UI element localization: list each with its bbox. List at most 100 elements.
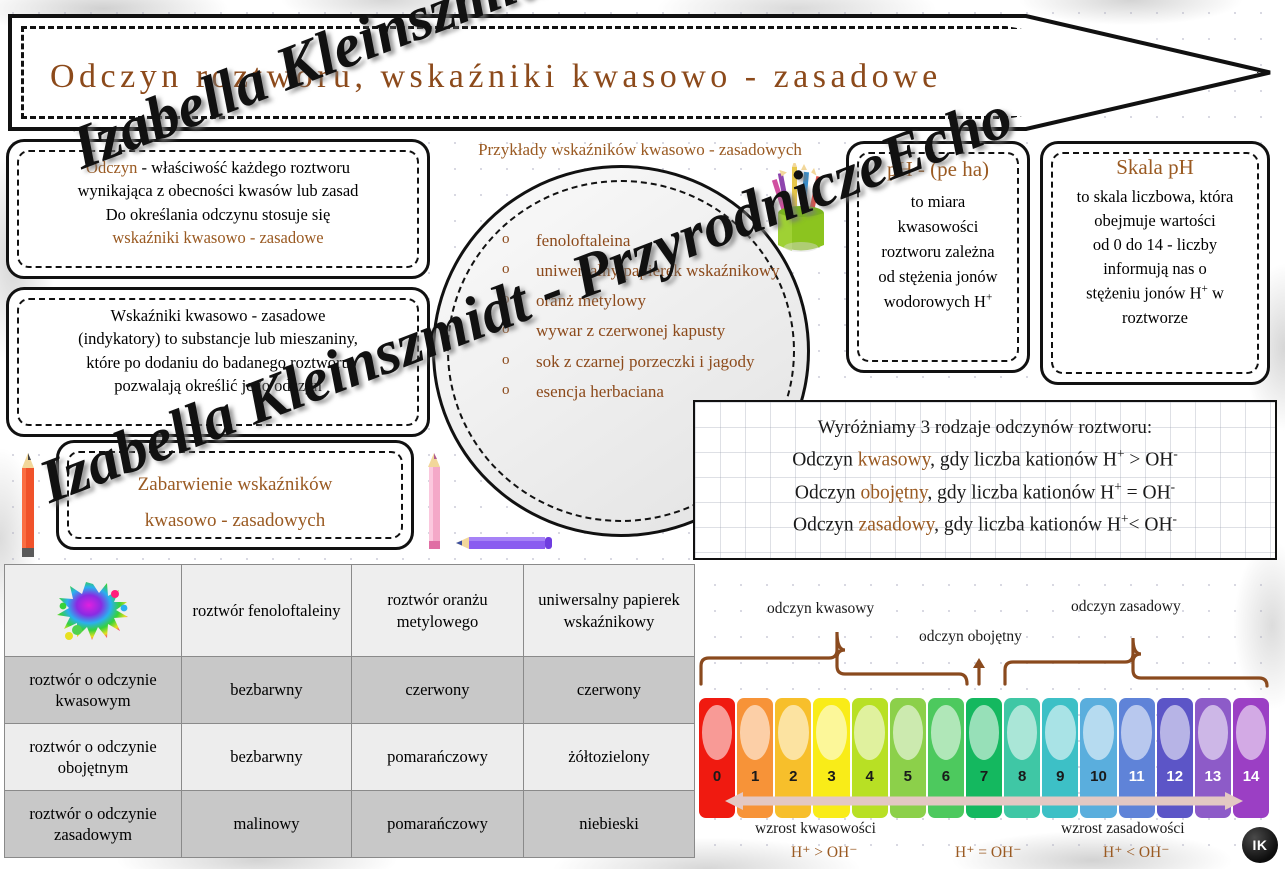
ph-cell-bubble-icon	[892, 705, 923, 761]
row0-rel: > OH	[1124, 449, 1174, 471]
ph-cell-number: 10	[1090, 767, 1107, 785]
skala-line4: informują nas o	[1103, 259, 1207, 279]
ph-direction-arrow-icon	[725, 792, 1243, 810]
row1-post: , gdy liczba kationów H	[927, 482, 1115, 503]
row2-pre: Odczyn	[793, 514, 859, 536]
table-header-fenoloftaleina: roztwór fenoloftaleiny	[181, 564, 352, 657]
ph-label-acidic: odczyn kwasowy	[767, 600, 875, 617]
purple-pencil-icon	[456, 537, 552, 549]
ph-foot-basicity: wzrost zasadowości	[1061, 820, 1185, 837]
ph-cell-bubble-icon	[1159, 705, 1190, 761]
row0-post: , gdy liczba kationów H	[930, 449, 1117, 471]
row1-sup2: -	[1170, 478, 1176, 494]
ph-cell-number: 12	[1166, 767, 1184, 785]
odczyn-line4: wskaźniki kwasowo - zasadowe	[112, 228, 324, 248]
examples-list: o fenoloftaleina o uniwersalny papierek ws…	[492, 228, 782, 409]
row2-post: , gdy liczba kationów H	[934, 514, 1122, 536]
table-header-icon-cell	[4, 564, 182, 657]
bullet-icon: o	[502, 231, 510, 247]
banner-dashed-inner	[21, 26, 1260, 119]
ph-cell-bubble-icon	[816, 705, 847, 761]
pink-pencil-icon	[428, 453, 440, 549]
ph-brace-icon	[699, 631, 1269, 688]
ph-cell-number: 8	[1018, 767, 1027, 785]
card-ph-definition: pH - (pe ha) to miara kwasowości roztwor…	[846, 141, 1030, 373]
pencil-cup-icon	[771, 163, 824, 252]
ph-foot-acidity: wzrost kwasowości	[755, 820, 876, 837]
bullet-icon: o	[502, 321, 510, 338]
ph-cell-number: 4	[865, 767, 874, 785]
odczyn-lead: Odczyn	[86, 158, 138, 177]
odczyn-line1: - właściwość każdego roztworu	[137, 158, 350, 177]
row0-pre: Odczyn	[792, 449, 858, 471]
ph-cell-bubble-icon	[1197, 705, 1229, 761]
ph-cell-bubble-icon	[1007, 705, 1038, 761]
row0-name: kwasowy	[857, 449, 931, 471]
list-item-label: sok z czarnej porzeczki i jagody	[536, 351, 755, 371]
page-title: Odczyn roztworu, wskaźniki kwasowo - zas…	[50, 58, 942, 95]
red-pencil-icon	[22, 453, 34, 557]
ph-cell-bubble-icon	[701, 705, 733, 761]
ph-eq-basic: H⁺ < OH⁻	[1103, 844, 1170, 861]
ph-line3: roztworu zależna	[881, 242, 995, 262]
cell-kwasowy-fenoloftaleina: bezbarwny	[181, 656, 352, 724]
row2-sup1: +	[1121, 511, 1129, 526]
ph-cell-bubble-icon	[1045, 705, 1076, 761]
bullet-icon: o	[502, 381, 510, 398]
row-label-obojetny: roztwór o odczynie obojętnym	[4, 723, 182, 791]
wskazniki-line2: (indykatory) to substancje lub mieszanin…	[78, 329, 358, 349]
ph-cell-bubble-icon	[778, 705, 809, 761]
row2-name: zasadowy	[858, 514, 935, 536]
skala-card-title: Skala pH	[1116, 155, 1194, 179]
table-row: roztwór o odczynie kwasowym bezbarwny cz…	[4, 656, 695, 724]
box-rodzaje-odczynow: Wyróżniamy 3 rodzaje odczynów roztworu: …	[693, 400, 1277, 560]
row-label-kwasowy: roztwór o odczynie kwasowym	[4, 656, 182, 724]
cell-zasadowy-fenoloftaleina: malinowy	[181, 790, 352, 858]
table-header-oranz: roztwór oranżu metylowego	[351, 564, 524, 657]
table-header-row: roztwór fenoloftaleiny roztwór oranżu me…	[4, 564, 695, 657]
cell-zasadowy-papierek: niebieski	[523, 790, 695, 858]
ph-cell-bubble-icon	[1235, 705, 1267, 761]
ph-label-neutral: odczyn obojętny	[919, 628, 1022, 645]
ph-plus-superscript: +	[985, 291, 993, 304]
list-item: o uniwersalny papierek wskaźnikowy	[492, 258, 782, 283]
skala-line1: to skala liczbowa, która	[1076, 187, 1234, 207]
bullet-icon: o	[502, 291, 510, 308]
rodzaje-row-kwasowy: Odczyn kwasowy, gdy liczba kationów H+ >…	[695, 446, 1275, 472]
list-item: o wywar z czerwonej kapusty	[492, 318, 782, 343]
list-item-label: wywar z czerwonej kapusty	[536, 321, 726, 341]
ph-cell-number: 3	[827, 767, 836, 785]
list-item: o oranż metylowy	[492, 288, 782, 313]
list-item-label: oranż metylowy	[536, 291, 646, 311]
ph-line5: wodorowych H	[883, 292, 986, 312]
row1-rel: = OH	[1121, 482, 1171, 503]
indicator-colors-table: roztwór fenoloftaleiny roztwór oranżu me…	[4, 564, 695, 858]
row-label-zasadowy: roztwór o odczynie zasadowym	[4, 790, 182, 858]
list-item: o fenoloftaleina	[492, 228, 782, 253]
card-skala-ph: Skala pH to skala liczbowa, która obejmu…	[1040, 141, 1270, 385]
row1-name: obojętny	[860, 482, 928, 503]
rainbow-splat-icon	[57, 581, 128, 640]
ph-cell-number: 11	[1128, 767, 1145, 785]
table-header-papierek: uniwersalny papierek wskaźnikowy	[523, 564, 695, 657]
card-zabarwienie-heading: Zabarwienie wskaźników kwasowo - zasadow…	[56, 440, 414, 550]
card-odczyn-definition: Odczyn - właściwość każdego roztworu wyn…	[6, 139, 430, 279]
rodzaje-heading: Wyróżniamy 3 rodzaje odczynów roztworu:	[817, 417, 1153, 438]
card-wskazniki-definition: Wskaźniki kwasowo - zasadowe (indykatory…	[6, 287, 430, 437]
ph-eq-neutral: H⁺ = OH⁻	[955, 844, 1022, 861]
ph-cell-number: 1	[751, 767, 760, 785]
row1-sup1: +	[1114, 478, 1122, 494]
ph-cell-number: 6	[941, 767, 951, 785]
examples-heading: Przykłady wskaźników kwasowo - zasadowyc…	[478, 140, 802, 159]
ph-cell-bubble-icon	[1121, 705, 1152, 761]
skala-line5: stężeniu jonów H	[1086, 283, 1202, 303]
skala-line3: od 0 do 14 - liczby	[1092, 235, 1218, 255]
table-row: roztwór o odczynie obojętnym bezbarwny p…	[4, 723, 695, 791]
wskazniki-line1: Wskaźniki kwasowo - zasadowe	[110, 306, 326, 325]
bullet-icon: o	[502, 351, 510, 368]
ph-cell-number: 14	[1242, 767, 1260, 785]
skala-line6: roztworze	[1122, 307, 1188, 327]
ph-cell-bubble-icon	[1083, 705, 1114, 761]
ph-line4: od stężenia jonów	[878, 267, 998, 287]
